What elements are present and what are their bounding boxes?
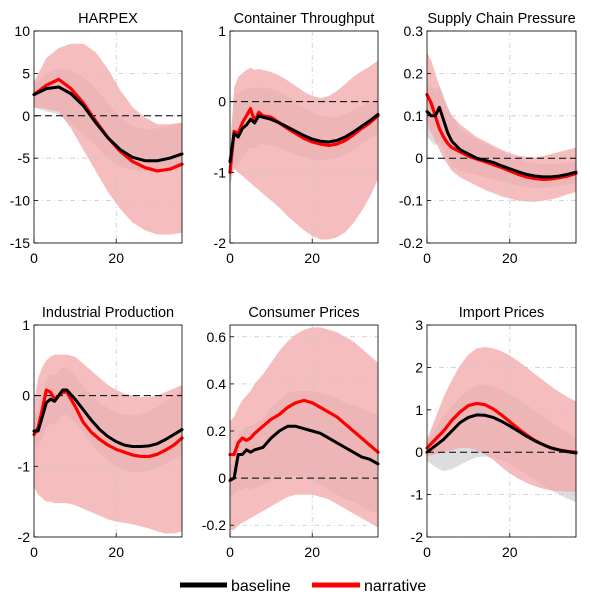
series-line-baseline: [425, 413, 578, 455]
y-tick-label: -10: [10, 193, 30, 209]
y-tick-label: 1: [415, 402, 423, 418]
y-tick-label: 1: [22, 317, 30, 333]
axes-frame: [426, 324, 577, 538]
x-tick-label: 20: [108, 544, 124, 560]
y-tick-label: 0: [218, 470, 226, 486]
series-line-baseline: [425, 105, 578, 179]
x-tick-label: 20: [502, 544, 518, 560]
axes-frame: [426, 30, 577, 244]
y-tick-label: -5: [18, 150, 31, 166]
x-tick-label: 0: [423, 544, 431, 560]
axes-frame: [229, 30, 379, 244]
series-line-baseline: [228, 424, 380, 482]
y-tick-label: 0: [22, 388, 30, 404]
y-tick-label: -1: [411, 487, 424, 503]
y-tick-label: 3: [415, 317, 423, 333]
panel-title: HARPEX: [78, 11, 138, 27]
legend-label-narrative: narrative: [364, 578, 426, 595]
y-tick-label: 0: [415, 444, 423, 460]
y-tick-label: -1: [214, 164, 227, 180]
band-narrative: [427, 347, 576, 492]
y-tick-label: 0.6: [207, 329, 227, 345]
y-tick-label: 0: [415, 150, 423, 166]
panel-title: Industrial Production: [42, 305, 174, 321]
panel-title: Container Throughput: [234, 11, 375, 27]
x-tick-label: 0: [226, 250, 234, 266]
series-line-baseline: [32, 388, 184, 449]
legend-label-baseline: baseline: [231, 578, 291, 595]
y-tick-label: 10: [14, 23, 30, 39]
axes-frame: [33, 324, 183, 538]
panel-title: Import Prices: [459, 305, 544, 321]
y-tick-label: 5: [22, 65, 30, 81]
band-narrative: [230, 60, 378, 240]
y-tick-label: 1: [218, 23, 226, 39]
x-tick-label: 0: [30, 250, 38, 266]
y-tick-label: -2: [18, 529, 31, 545]
y-tick-label: -1: [18, 458, 31, 474]
y-tick-label: -2: [214, 235, 227, 251]
y-tick-label: -15: [10, 235, 30, 251]
y-tick-label: 2: [415, 359, 423, 375]
legend: baseline narrative: [180, 578, 426, 595]
series-line-baseline: [228, 112, 380, 164]
y-tick-label: -0.1: [399, 193, 423, 209]
y-tick-label: 0.1: [404, 108, 424, 124]
y-tick-label: 0.3: [404, 23, 424, 39]
band-narrative: [427, 52, 576, 202]
series-line-narrative: [228, 398, 380, 457]
y-tick-label: 0.4: [207, 376, 227, 392]
y-tick-label: -0.2: [399, 235, 423, 251]
x-tick-label: 20: [304, 250, 320, 266]
panel-title: Consumer Prices: [248, 305, 359, 321]
panel-title: Supply Chain Pressure: [427, 11, 575, 27]
y-tick-label: 0.2: [404, 65, 424, 81]
series-line-narrative: [425, 93, 578, 181]
y-tick-label: -2: [411, 529, 424, 545]
axes-frame: [33, 30, 183, 244]
x-tick-label: 20: [304, 544, 320, 560]
y-tick-label: 0.2: [207, 423, 227, 439]
series-line-narrative: [32, 388, 184, 459]
x-tick-label: 0: [30, 544, 38, 560]
y-tick-label: 0: [22, 108, 30, 124]
series-line-baseline: [32, 85, 184, 163]
x-tick-label: 20: [108, 250, 124, 266]
y-tick-label: 0: [218, 94, 226, 110]
x-tick-label: 20: [502, 250, 518, 266]
x-tick-label: 0: [423, 250, 431, 266]
y-tick-label: -0.2: [202, 517, 226, 533]
x-tick-label: 0: [226, 544, 234, 560]
